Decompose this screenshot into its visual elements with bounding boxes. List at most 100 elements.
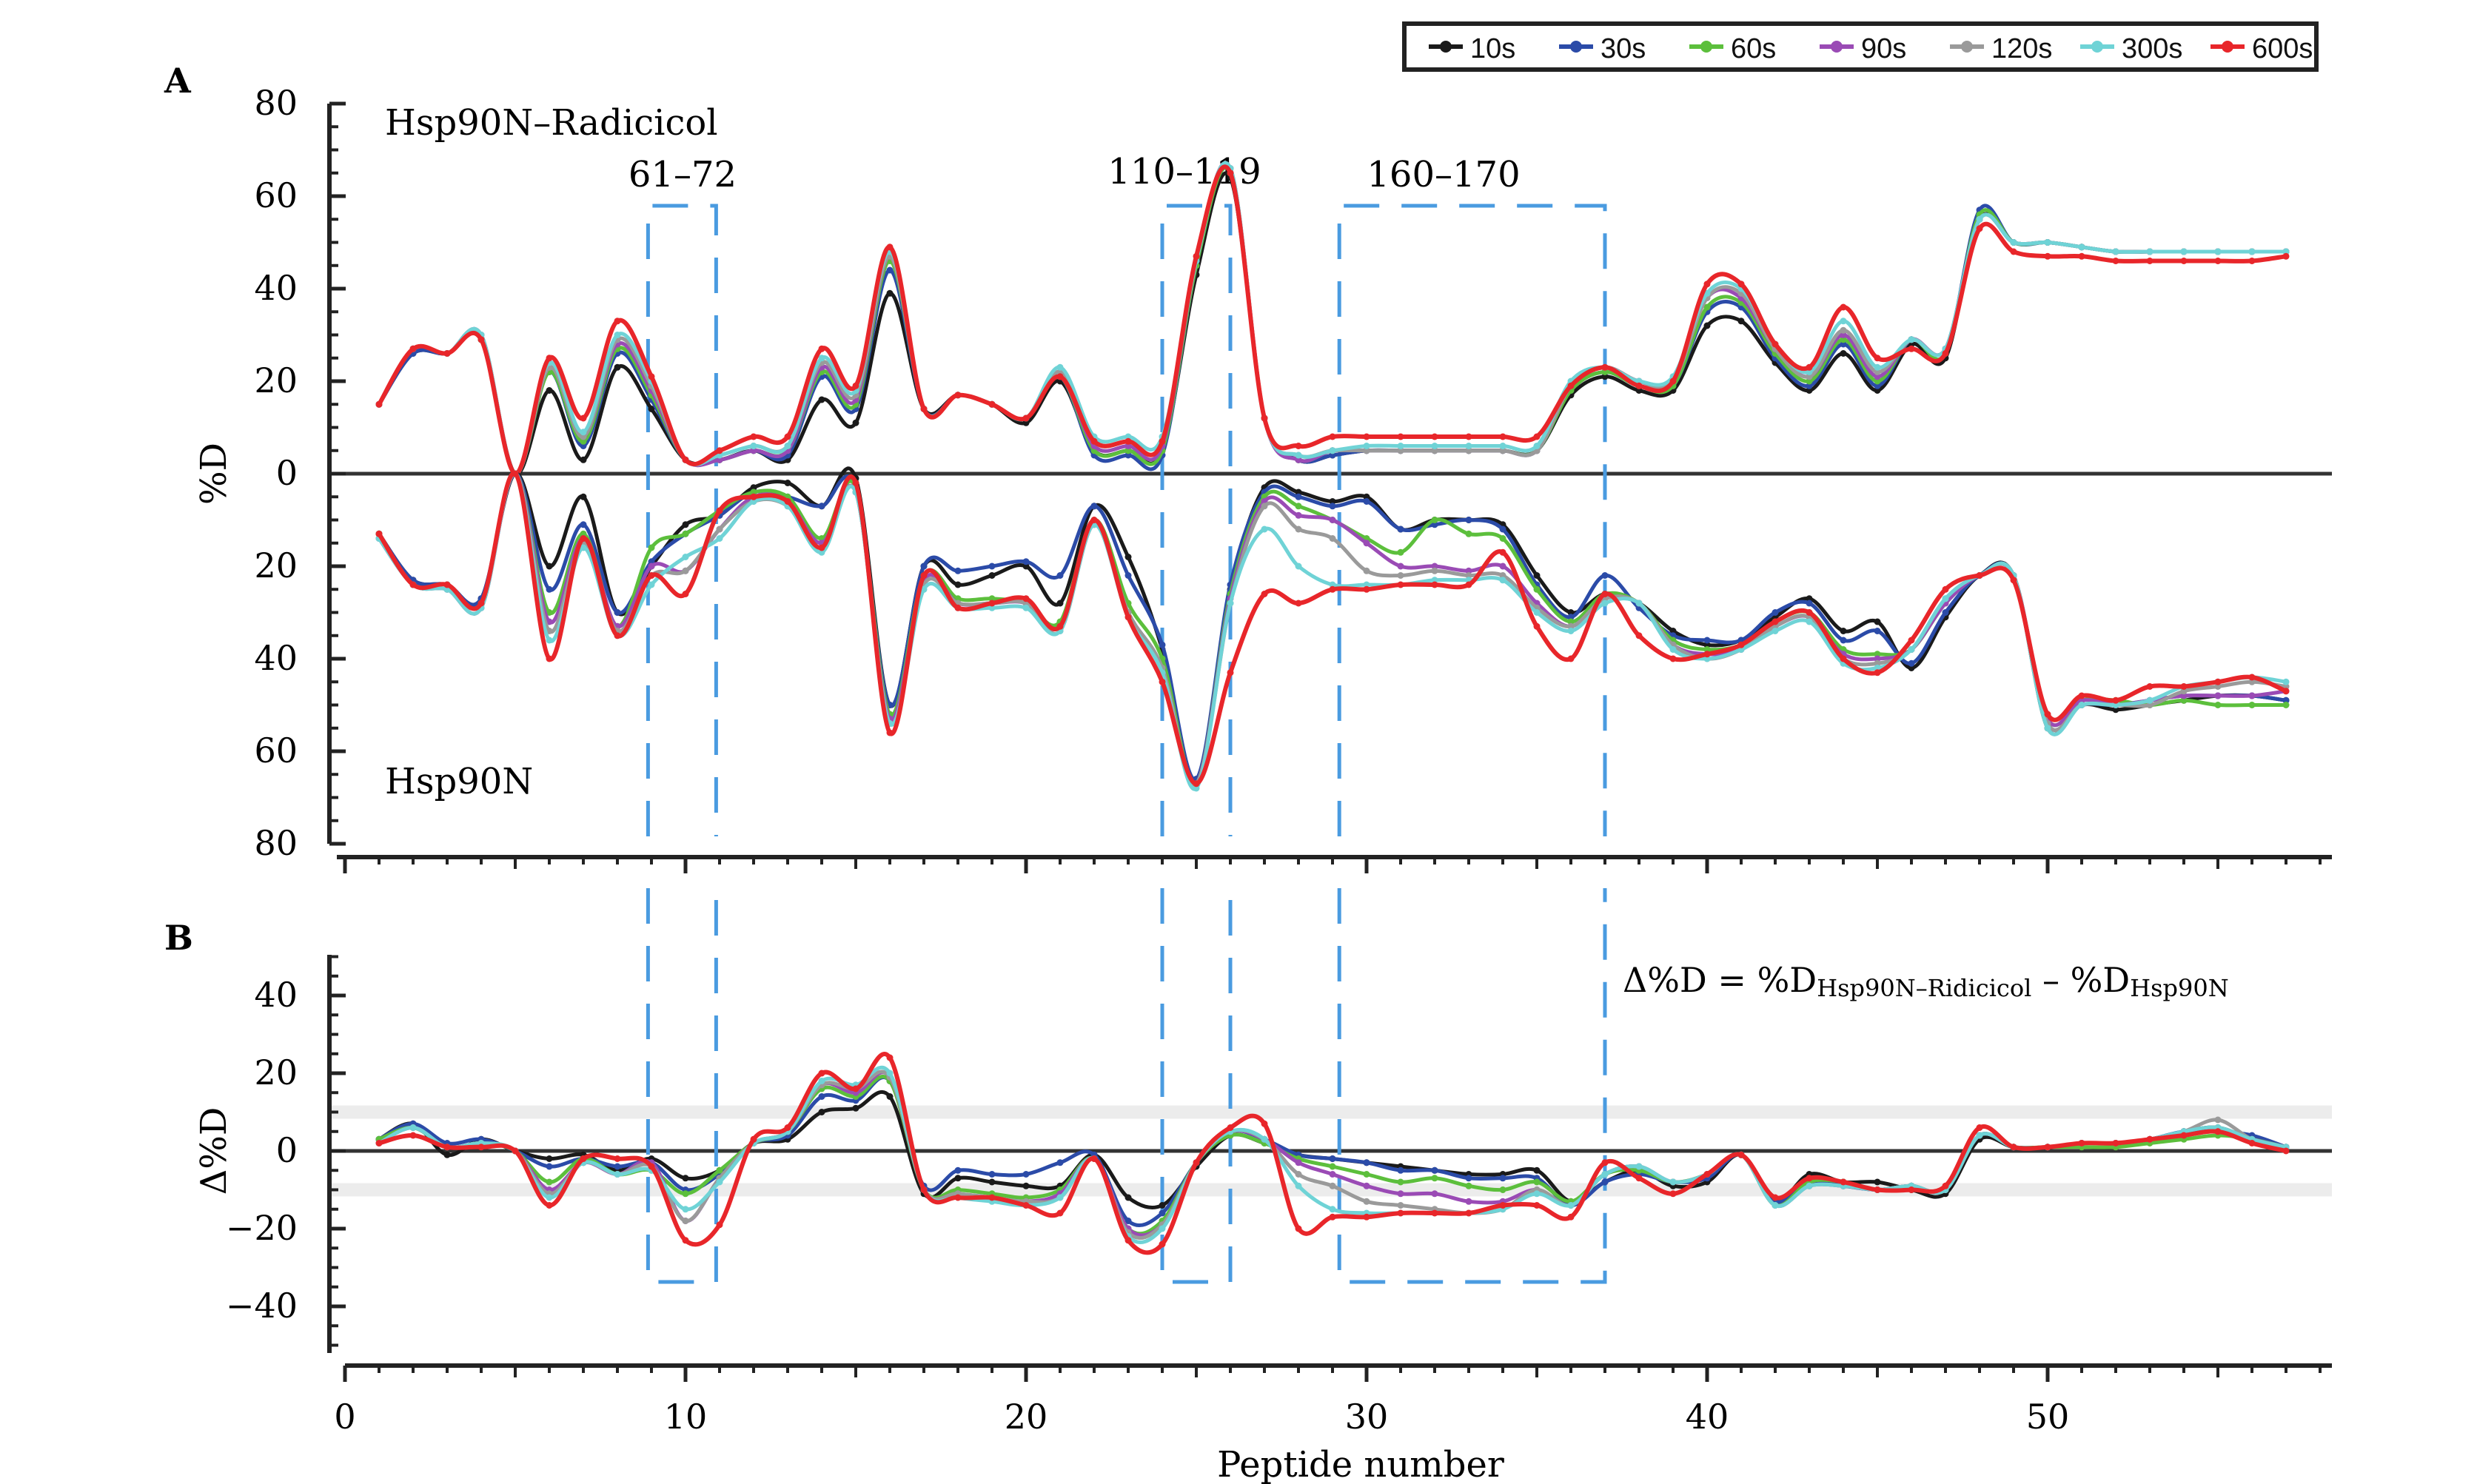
panel-b-point-300s-16	[886, 1070, 894, 1077]
panel-a-bottom-point-120s-45	[1874, 659, 1881, 667]
panel-a-bottom-point-600s-57	[2282, 688, 2290, 695]
panel-b-point-600s-6	[546, 1202, 553, 1209]
panel-a-bottom-point-10s-39	[1669, 628, 1677, 634]
ytick-a-80-top: 80	[254, 83, 298, 123]
x-tick-labels: 0 10 20 30 40 50	[334, 1397, 2069, 1437]
panel-a-bottom-point-600s-45	[1874, 669, 1881, 676]
panel-a-top-point-600s-54	[2180, 258, 2188, 264]
panel-a-bottom-point-600s-19	[988, 600, 996, 607]
panel-a-bottom-point-10s-18	[954, 581, 962, 588]
panel-a-bottom-point-90s-30	[1363, 540, 1370, 547]
panel-a-bottom-point-300s-50	[2044, 725, 2051, 732]
panel-a-bottom-point-10s-7	[580, 493, 587, 500]
panel-b-point-60s-10	[682, 1190, 689, 1198]
legend-label: 300s	[2122, 33, 2182, 64]
panel-b-point-300s-28	[1295, 1182, 1302, 1189]
panel-b-point-600s-23	[1124, 1237, 1132, 1244]
panel-a-bottom-point-600s-39	[1669, 655, 1677, 662]
panel-a-bottom-point-30s-19	[988, 563, 996, 570]
ytick-a-40-top: 40	[254, 268, 298, 308]
panel-a-bottom-point-30s-28	[1295, 493, 1302, 500]
panel-a-bottom-point-10s-30	[1363, 493, 1370, 500]
panel-a-bottom-point-600s-50	[2044, 711, 2051, 718]
panel-a-bottom-point-30s-57	[2282, 696, 2290, 704]
legend-item-30s: 30s	[1559, 33, 1646, 64]
panel-b-point-30s-23	[1124, 1218, 1132, 1224]
panel-a-top-point-120s-43	[1806, 373, 1813, 380]
panel-b-point-90s-30	[1363, 1182, 1370, 1189]
panel-b-point-600s-37	[1601, 1159, 1609, 1166]
panel-b-point-600s-42	[1772, 1194, 1779, 1201]
panel-b-point-600s-25	[1193, 1159, 1200, 1166]
panel-a-bottom-point-300s-39	[1669, 646, 1677, 653]
panel-a-top-point-10s-6	[546, 387, 553, 394]
panel-a-top-point-600s-13	[784, 433, 791, 440]
panel-a-top-point-600s-39	[1669, 377, 1677, 385]
panel-a-top-point-300s-14	[818, 355, 825, 362]
panel-a-bottom-point-90s-34	[1499, 563, 1506, 570]
panel-a-bottom-point-30s-42	[1772, 609, 1779, 616]
legend-swatch-marker	[1831, 41, 1843, 53]
panel-a-bottom-point-600s-38	[1635, 632, 1643, 639]
panel-b-point-60s-32	[1431, 1175, 1438, 1182]
panel-a-bottom-point-300s-32	[1431, 577, 1438, 584]
panel-a-top-point-600s-51	[2078, 252, 2085, 260]
panel-a-bottom-point-600s-9	[648, 572, 655, 579]
panel-a-bottom-point-60s-31	[1397, 548, 1404, 556]
panel-b-point-300s-37	[1601, 1171, 1609, 1178]
panel-a-bottom-point-600s-23	[1124, 614, 1132, 621]
panel-a-top-point-600s-26	[1227, 169, 1234, 177]
panel-a-top-point-30s-43	[1806, 382, 1813, 389]
panel-b-point-10s-45	[1874, 1178, 1881, 1186]
formula-minus: – %D	[2031, 960, 2130, 1000]
panel-b-point-600s-9	[648, 1163, 655, 1170]
panel-a-top-point-300s-23	[1124, 433, 1132, 440]
panel-a-bottom-point-600s-40	[1703, 651, 1711, 658]
panel-a-top-point-600s-43	[1806, 363, 1813, 371]
panel-a-bottom-point-30s-46	[1908, 659, 1915, 667]
panel-a-top-point-90s-23	[1124, 443, 1132, 449]
panel-b-point-600s-45	[1874, 1186, 1881, 1193]
panel-a-top-label: Hsp90N–Radicicol	[385, 102, 718, 144]
x-axis-label: Peptide number	[1217, 1444, 1504, 1484]
panel-b-point-90s-29	[1329, 1171, 1336, 1178]
panel-a-bottom-point-90s-28	[1295, 511, 1302, 519]
ytick-b-0: 0	[276, 1130, 298, 1170]
panel-a-top-point-10s-40	[1703, 322, 1711, 329]
panel-a-bottom-point-60s-55	[2214, 702, 2222, 708]
panel-a-bottom-point-30s-45	[1874, 628, 1881, 634]
legend-label: 90s	[1861, 33, 1906, 64]
panel-a-top-point-60s-43	[1806, 377, 1813, 385]
panel-a-ylabel: %D	[193, 443, 235, 505]
panel-a-bottom-point-600s-48	[1976, 572, 1983, 579]
panel-a-bottom-point-300s-17	[920, 585, 928, 593]
panel-a-bottom-point-120s-33	[1465, 572, 1472, 579]
panel-a-top-point-600s-24	[1159, 437, 1166, 445]
panel-a-top-point-600s-23	[1124, 437, 1132, 445]
panel-a-top-point-60s-45	[1874, 377, 1881, 385]
panel-a-bottom-point-120s-27	[1261, 503, 1268, 510]
panel-b-point-600s-54	[2180, 1132, 2188, 1139]
panel-b-point-30s-21	[1056, 1159, 1064, 1166]
panel-b-point-600s-33	[1465, 1209, 1472, 1217]
panel-b-point-600s-5	[512, 1147, 519, 1155]
highlight-region-2	[1337, 204, 1607, 1284]
panel-a-bottom-point-30s-47	[1942, 609, 1949, 616]
panel-b-point-600s-44	[1840, 1178, 1847, 1186]
panel-a-bottom-point-60s-54	[2180, 696, 2188, 704]
panel-a-top-point-600s-27	[1261, 414, 1268, 422]
ytick-a-60-top: 60	[254, 175, 298, 215]
formula-sub2: Hsp90N	[2130, 974, 2229, 1002]
panel-b-series-group	[375, 1052, 2290, 1255]
panel-a-top-point-10s-45	[1874, 387, 1881, 394]
panel-a-top-point-600s-40	[1703, 281, 1711, 288]
panel-a-top-point-600s-32	[1431, 433, 1438, 440]
panel-a-top-point-300s-44	[1840, 318, 1847, 325]
highlight-box-a	[1337, 204, 1607, 836]
panel-a-bottom-point-600s-42	[1772, 618, 1779, 625]
panel-b-point-600s-2	[409, 1132, 417, 1139]
panel-a-top-point-600s-12	[750, 433, 757, 440]
panel-a-top-point-300s-52	[2112, 248, 2119, 255]
panel-a-top-point-300s-13	[784, 443, 791, 449]
panel-a-bottom-point-600s-46	[1908, 637, 1915, 644]
